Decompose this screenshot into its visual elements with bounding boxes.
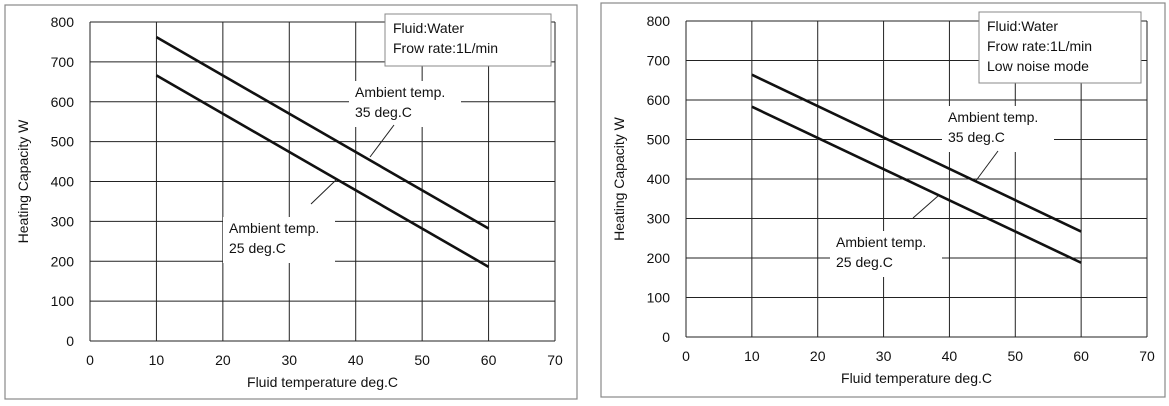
y-tick-label: 200 <box>647 250 671 266</box>
y-tick-label: 200 <box>51 253 75 269</box>
info-box-text: Fluid:Water <box>393 20 464 36</box>
y-tick-label: 100 <box>647 290 671 306</box>
series-label: 25 deg.C <box>836 254 893 270</box>
leader-line <box>369 124 395 158</box>
series-label-background <box>349 81 461 127</box>
chart-2: 0 100 200 300 400 500 600 700 800 0 10 20 30 40 50 60 70… <box>600 2 1166 398</box>
series-line-25 <box>751 105 1082 264</box>
series-label: Ambient temp. <box>948 109 1038 125</box>
y-tick-label: 700 <box>51 54 75 70</box>
series-label: Ambient temp. <box>229 220 319 236</box>
series-label-background <box>830 231 942 277</box>
x-tick-label: 50 <box>1007 348 1023 364</box>
x-tick-label: 30 <box>281 352 297 368</box>
series-line-35 <box>751 73 1082 233</box>
y-tick-label: 500 <box>51 134 75 150</box>
x-tick-label: 0 <box>682 348 690 364</box>
x-tick-label: 10 <box>744 348 760 364</box>
info-box <box>978 11 1142 84</box>
leader-line <box>974 150 999 183</box>
y-tick-label: 500 <box>647 132 671 148</box>
series-label: 35 deg.C <box>355 104 412 120</box>
leader-line <box>912 195 939 219</box>
y-tick-label: 400 <box>647 171 671 187</box>
y-tick-label: 0 <box>662 329 670 345</box>
x-tick-label: 40 <box>348 352 364 368</box>
y-tick-label: 100 <box>51 293 75 309</box>
info-box-text: Fluid:Water <box>987 18 1058 34</box>
y-tick-label: 300 <box>51 213 75 229</box>
x-tick-label: 60 <box>1073 348 1089 364</box>
series-line-35 <box>155 36 490 230</box>
x-tick-label: 70 <box>547 352 563 368</box>
y-tick-label: 600 <box>51 94 75 110</box>
y-tick-label: 700 <box>647 53 671 69</box>
series-label: Ambient temp. <box>836 234 926 250</box>
x-axis-label: Fluid temperature deg.C <box>247 374 398 390</box>
x-tick-label: 0 <box>86 352 94 368</box>
y-tick-label: 800 <box>647 13 671 29</box>
y-axis-label: Heating Capacity W <box>611 116 627 241</box>
chart-frame <box>4 4 578 400</box>
series-label-background <box>223 217 335 263</box>
info-box-text: Frow rate:1L/min <box>393 40 498 56</box>
x-tick-label: 20 <box>215 352 231 368</box>
y-axis-label: Heating Capacity W <box>15 119 31 244</box>
series-label-background <box>942 106 1054 152</box>
x-tick-label: 70 <box>1139 348 1155 364</box>
y-tick-label: 400 <box>51 174 75 190</box>
series-line-25 <box>155 74 490 268</box>
series-label: 35 deg.C <box>948 129 1005 145</box>
x-tick-label: 30 <box>876 348 892 364</box>
x-tick-label: 60 <box>481 352 497 368</box>
y-tick-label: 0 <box>66 333 74 349</box>
y-tick-label: 600 <box>647 92 671 108</box>
info-box <box>384 13 552 67</box>
y-tick-label: 300 <box>647 211 671 227</box>
chart-1: 0 100 200 300 400 500 600 700 800 0 10 20 30 40 50 60 70… <box>4 4 578 400</box>
x-tick-label: 10 <box>149 352 165 368</box>
x-tick-label: 50 <box>414 352 430 368</box>
y-tick-label: 800 <box>51 14 75 30</box>
leader-line <box>310 179 337 205</box>
series-label: 25 deg.C <box>229 240 286 256</box>
x-tick-label: 40 <box>942 348 958 364</box>
info-box-text: Low noise mode <box>987 58 1089 74</box>
info-box-text: Frow rate:1L/min <box>987 38 1092 54</box>
x-axis-label: Fluid temperature deg.C <box>841 370 992 386</box>
x-tick-label: 20 <box>810 348 826 364</box>
series-label: Ambient temp. <box>355 84 445 100</box>
